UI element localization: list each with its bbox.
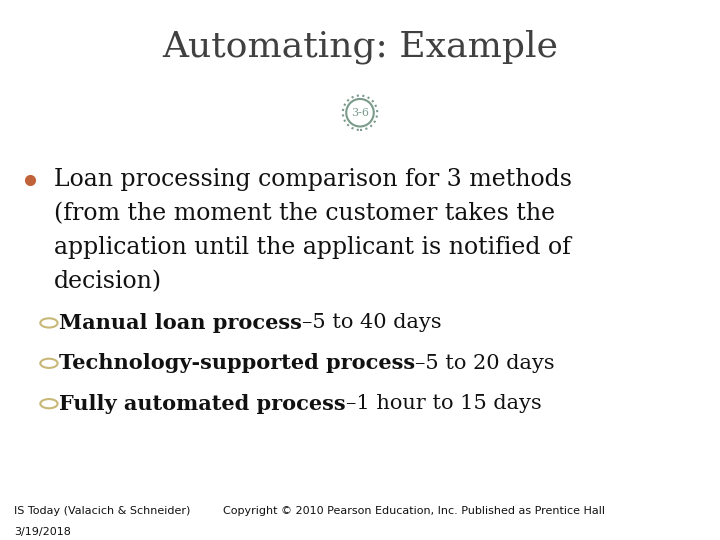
Text: IS Today (Valacich & Schneider): IS Today (Valacich & Schneider) (14, 506, 191, 516)
Text: Loan processing comparison for 3 methods: Loan processing comparison for 3 methods (54, 168, 572, 191)
Text: (from the moment the customer takes the: (from the moment the customer takes the (54, 202, 555, 225)
Circle shape (343, 96, 377, 130)
Text: –5 to 40 days: –5 to 40 days (302, 313, 441, 333)
Text: Fully automated process: Fully automated process (59, 394, 346, 414)
Text: 3/19/2018: 3/19/2018 (14, 527, 71, 537)
Text: –5 to 20 days: –5 to 20 days (415, 354, 555, 373)
Text: decision): decision) (54, 270, 162, 293)
Text: 3-6: 3-6 (351, 107, 369, 118)
Text: Manual loan process: Manual loan process (59, 313, 302, 333)
Text: Technology-supported process: Technology-supported process (59, 353, 415, 373)
Text: Copyright © 2010 Pearson Education, Inc. Published as Prentice Hall: Copyright © 2010 Pearson Education, Inc.… (223, 506, 606, 516)
Text: Automating: Example: Automating: Example (162, 29, 558, 64)
Text: –1 hour to 15 days: –1 hour to 15 days (346, 394, 541, 413)
Circle shape (346, 99, 374, 126)
Text: application until the applicant is notified of: application until the applicant is notif… (54, 236, 571, 259)
